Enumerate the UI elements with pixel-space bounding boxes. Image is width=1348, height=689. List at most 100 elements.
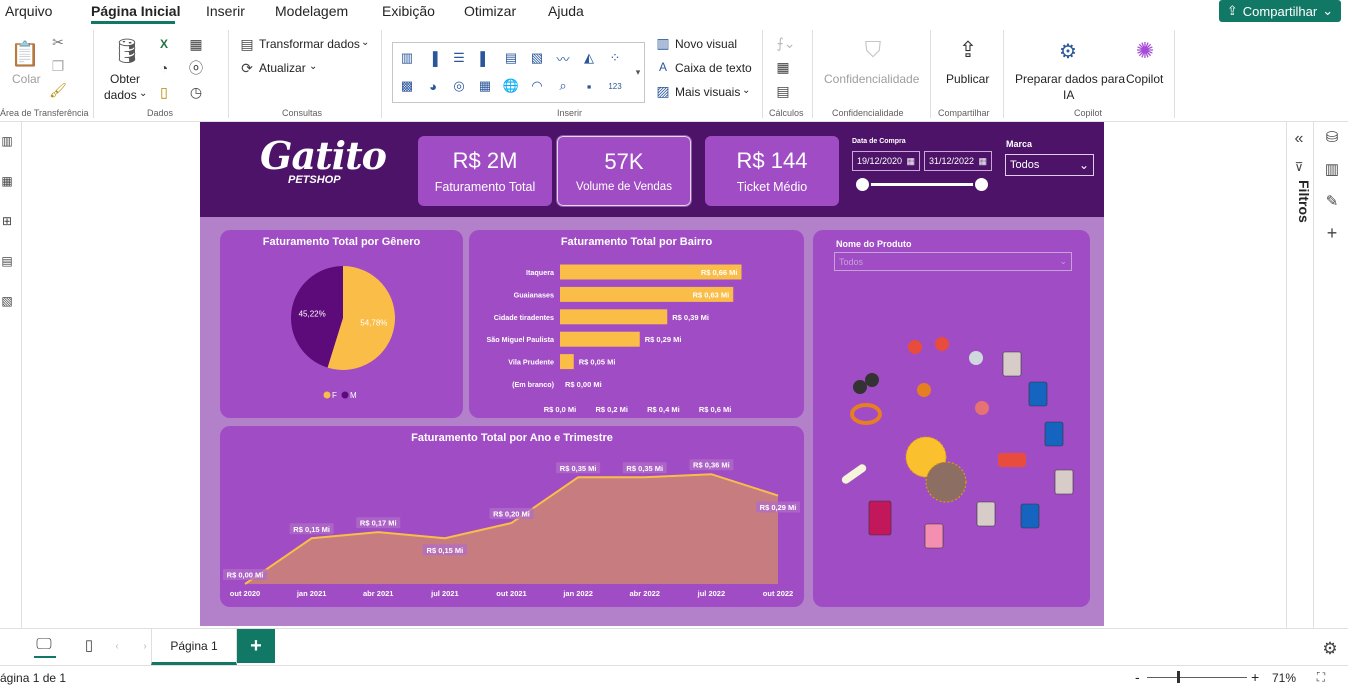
settings-icon[interactable]: ⚙ (1322, 639, 1338, 658)
product-collar (850, 403, 882, 425)
sensitivity-icon[interactable]: ⛉ (864, 37, 882, 62)
mobile-layout-icon[interactable]: ▯ (84, 637, 94, 654)
prepare-data-ai-icon[interactable]: ⚙ (1059, 40, 1077, 63)
calendar-icon[interactable]: ▦ (906, 155, 915, 166)
get-data-chevron-icon[interactable]: ⌄ (139, 88, 148, 99)
get-data-label-1[interactable]: Obter (110, 72, 141, 86)
database-icon[interactable]: 🛢 (111, 37, 143, 65)
new-visual-icon[interactable]: ▥ (656, 34, 670, 51)
refresh-button[interactable]: Atualizar (259, 61, 306, 75)
expand-icon[interactable]: « (1294, 130, 1304, 147)
add-pane-icon[interactable]: + (1326, 222, 1338, 243)
menu-arquivo[interactable]: Arquivo (5, 3, 53, 19)
cut-icon[interactable]: ✂ (52, 33, 64, 50)
gallery-expand-icon[interactable]: ▾ (635, 66, 641, 77)
zoom-in-button[interactable]: + (1251, 669, 1260, 685)
get-data-label-2[interactable]: dados (104, 88, 137, 102)
new-measure-icon[interactable]: ▤ (776, 82, 790, 99)
refresh-icon[interactable]: ⟳ (241, 59, 253, 76)
prepare-data-ai-button[interactable]: Preparar dados para (1015, 72, 1126, 86)
donut-chart-icon[interactable]: ◎ (453, 78, 465, 93)
product-dropdown[interactable]: Todos ⌄ (834, 252, 1072, 271)
menu-pagina-inicial[interactable]: Página Inicial (91, 3, 181, 19)
copilot-icon[interactable]: ✺ (1135, 38, 1155, 63)
transform-data-icon[interactable]: ▤ (240, 35, 254, 52)
menu-inserir[interactable]: Inserir (206, 3, 245, 19)
card-icon[interactable]: 123 (608, 81, 622, 91)
line-chart-icon[interactable]: 〰 (556, 51, 570, 67)
next-page-icon[interactable]: › (143, 640, 147, 652)
calendar-icon[interactable]: ▦ (978, 155, 987, 166)
treemap-icon[interactable]: ▦ (478, 78, 492, 93)
gauge-icon[interactable]: ◠ (531, 78, 543, 93)
onelake-icon[interactable]: ◔ (159, 60, 169, 76)
pie-chart-icon[interactable]: ◕ (429, 78, 437, 94)
sensitivity-button[interactable]: Confidencialidade (824, 72, 920, 86)
key-influencers-icon[interactable]: ▪ (586, 78, 592, 94)
column-chart-icon[interactable]: ▐ (428, 50, 438, 66)
tmdl-view-icon[interactable]: ▧ (1, 294, 13, 308)
copilot-button[interactable]: Copilot (1126, 72, 1164, 86)
model-view-icon[interactable]: ⊞ (1, 214, 13, 228)
text-box-button[interactable]: Caixa de texto (675, 61, 752, 75)
share-button[interactable]: ⇪ Compartilhar ⌄ (1219, 0, 1341, 22)
zoom-out-button[interactable]: - (1135, 669, 1140, 685)
add-page-button[interactable]: + (237, 629, 275, 663)
date-range-end-handle[interactable] (973, 176, 990, 193)
menu-ajuda[interactable]: Ajuda (548, 3, 584, 19)
prepare-data-ai-button-line2[interactable]: IA (1063, 88, 1075, 102)
combo-chart-icon[interactable]: ▧ (530, 50, 544, 65)
publish-icon[interactable]: ⇪ (958, 37, 978, 62)
excel-icon[interactable]: X (159, 37, 168, 51)
more-visuals-button[interactable]: Mais visuais (675, 85, 741, 99)
transform-data-button[interactable]: Transformar dados (259, 37, 360, 51)
stacked-bar-icon[interactable]: ▥ (400, 50, 414, 65)
visualizations-pane-icon[interactable]: ▥ (1324, 161, 1340, 178)
zoom-slider-thumb[interactable] (1177, 671, 1180, 683)
quick-measure-icon[interactable]: ⨍⌄ (776, 34, 796, 51)
format-pane-icon[interactable]: ✎ (1325, 193, 1339, 210)
area-chart-icon[interactable]: ◭ (584, 50, 594, 65)
paste-icon[interactable]: 📋 (10, 40, 40, 68)
fit-to-page-icon[interactable]: ⛶ (1316, 670, 1326, 684)
area-data-label-bg (756, 501, 800, 513)
calculator-icon[interactable]: ▦ (776, 58, 790, 75)
brand-dropdown[interactable]: Todos ⌄ (1005, 154, 1094, 176)
format-painter-icon[interactable]: 🖌 (49, 81, 67, 98)
text-box-icon[interactable]: A (658, 60, 667, 74)
stacked-column-icon[interactable]: ▤ (504, 50, 518, 65)
scatter-chart-icon[interactable]: ⁘ (609, 50, 621, 65)
prev-page-icon[interactable]: ‹ (115, 640, 119, 652)
data-pane-icon[interactable]: ⛁ (1325, 129, 1339, 146)
qa-icon[interactable]: ⌕ (559, 78, 567, 93)
menu-exibicao[interactable]: Exibição (382, 3, 435, 19)
dataverse-icon[interactable]: ⓞ (189, 60, 203, 76)
tab-pagina-1[interactable]: Página 1 (151, 629, 237, 665)
recent-sources-icon[interactable]: ◷ (189, 83, 203, 100)
map-icon[interactable]: 🌐 (502, 78, 520, 93)
waterfall-icon[interactable]: ▩ (400, 78, 414, 93)
kpi-card[interactable]: 57K Volume de Vendas (556, 135, 692, 207)
filters-pane-collapsed[interactable]: « ⊽ Filtros (1286, 122, 1314, 628)
table-view-icon[interactable]: ▦ (1, 174, 13, 188)
end-date-input[interactable]: 31/12/2022 ▦ (924, 151, 992, 171)
clustered-column-icon[interactable]: ▌ (480, 50, 490, 66)
desktop-layout-icon[interactable]: 🖵 (36, 636, 52, 653)
new-visual-button[interactable]: Novo visual (675, 37, 738, 51)
more-visuals-icon[interactable]: ▨ (656, 82, 670, 99)
chevron-down-icon[interactable]: ⌄ (309, 61, 318, 72)
table-icon[interactable]: ▦ (189, 35, 203, 52)
sql-icon[interactable]: ▯ (160, 83, 168, 100)
chevron-down-icon[interactable]: ⌄ (742, 85, 751, 96)
menu-modelagem[interactable]: Modelagem (275, 3, 349, 19)
report-view-icon[interactable]: ▥ (1, 134, 13, 148)
date-range-start-handle[interactable] (854, 176, 871, 193)
clustered-bar-icon[interactable]: ☰ (453, 50, 465, 65)
copy-icon[interactable]: ❐ (51, 57, 65, 74)
menu-otimizar[interactable]: Otimizar (464, 3, 517, 19)
dax-query-icon[interactable]: ▤ (1, 254, 13, 268)
chevron-down-icon[interactable]: ⌄ (361, 37, 370, 48)
start-date-input[interactable]: 19/12/2020 ▦ (852, 151, 920, 171)
group-data-label: Dados (147, 108, 174, 118)
publish-button[interactable]: Publicar (946, 72, 990, 86)
